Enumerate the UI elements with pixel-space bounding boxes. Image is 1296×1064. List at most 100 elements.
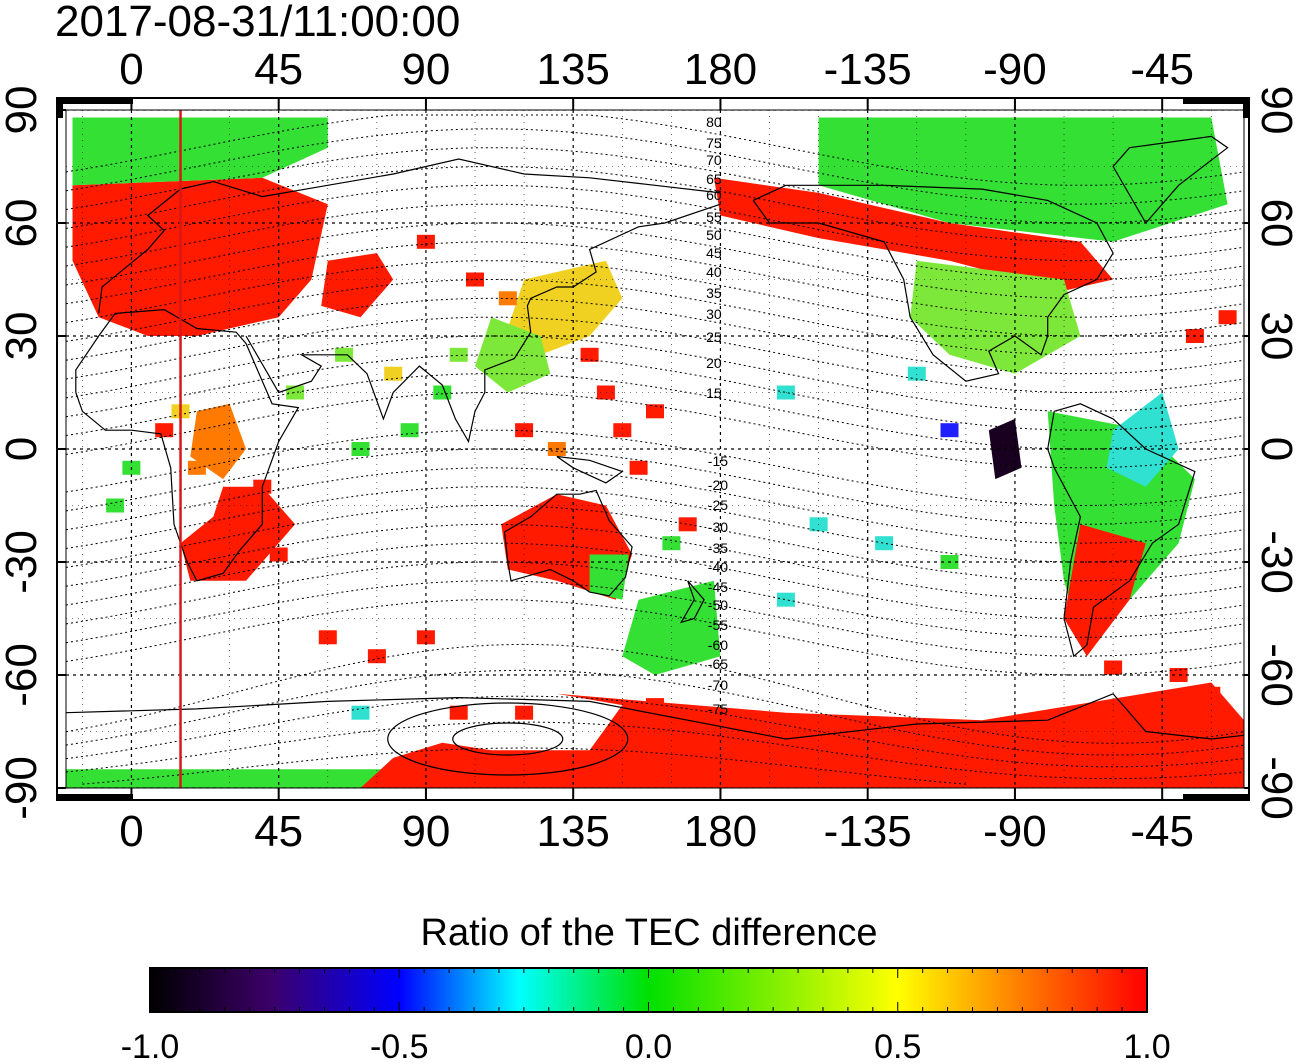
magnetic-contours [66,114,1244,785]
tec-south-pole-band [66,769,459,788]
contour-80 [66,114,1244,186]
tec-europe [72,177,328,336]
tec-cell-26 [646,698,664,713]
coast-africa [75,308,300,582]
tec-cell-40 [1218,310,1237,325]
bottom-longitude-labels: 0 45 90 135 180 -135 -90 -45 [119,807,1194,856]
left-lat-label-3: 0 [0,437,46,461]
top-lon-label-1: 45 [254,45,303,94]
bottom-lon-label-3: 135 [536,807,609,856]
tec-east-asia [507,260,623,355]
tec-cell-38 [1202,686,1221,701]
left-lat-label-6: -90 [0,756,46,820]
left-lat-label-4: -30 [0,530,46,594]
tec-cell-33 [106,498,125,513]
contour-label-north-12: 20 [706,355,722,371]
tec-data-layer [66,117,1244,788]
frame-bar-bottom-right [1183,794,1249,800]
contour-20 [66,335,1244,412]
tec-cell-24 [449,705,468,720]
contour-label-south-10: -65 [708,656,728,672]
tec-cell-20 [907,366,926,381]
contour-label-south-5: -40 [708,559,728,575]
colorbar-label-4: 1.0 [1123,1028,1170,1064]
tec-cell-10 [449,347,468,362]
contour-label-north-3: 65 [706,171,722,187]
contour-label-south-8: -55 [708,617,728,633]
contour-label-south-7: -50 [708,597,728,613]
coast-north-america [752,184,1114,382]
coast-greenland [1112,135,1229,224]
top-lon-label-6: -90 [983,45,1047,94]
tec-cell-4 [596,385,615,400]
tec-cell-13 [400,423,419,438]
bottom-lon-label-7: -45 [1130,807,1194,856]
left-lat-label-5: -60 [0,643,46,707]
coast-eurasia-north [98,158,721,314]
tec-cell-6 [629,460,648,475]
contour-label-north-5: 55 [706,209,722,225]
right-lat-label-5: -60 [1252,643,1296,707]
bottom-lon-label-5: -135 [824,807,912,856]
top-lon-label-7: -45 [1130,45,1194,94]
tec-cell-25 [515,705,534,720]
right-latitude-labels: 90 60 30 0 -30 -60 -90 [1252,86,1296,820]
right-lat-label-6: -90 [1252,756,1296,820]
bottom-lon-label-4: 180 [684,807,757,856]
contour-label-south-0: -15 [708,453,728,469]
colorbar-label-2: 0.0 [625,1028,672,1064]
coast-australia [503,489,633,597]
top-lon-label-0: 0 [119,45,143,94]
top-longitude-labels: 0 45 90 135 180 -135 -90 -45 [119,45,1194,94]
tec-cell-5 [613,423,632,438]
right-lat-label-4: -30 [1252,530,1296,594]
tec-cell-43 [940,423,959,438]
contour-label-south-3: -30 [708,519,728,535]
contour-label-north-4: 60 [706,187,722,203]
contour--55 [66,643,1244,744]
bottom-lon-label-6: -90 [983,807,1047,856]
left-lat-label-0: 90 [0,86,46,135]
left-lat-label-1: 60 [0,199,46,248]
contour-label-north-8: 40 [706,264,722,280]
contour-label-north-1: 75 [706,135,722,151]
contour-label-south-4: -35 [708,540,728,556]
bottom-lon-label-0: 0 [119,807,143,856]
frame-bar-right [1243,98,1249,118]
top-lon-label-4: 180 [684,45,757,94]
contour-label-south-11: -70 [708,677,728,693]
tec-cell-8 [515,423,534,438]
left-lat-label-2: 30 [0,312,46,361]
top-lon-label-2: 90 [401,45,450,94]
contour-label-south-12: -75 [708,701,728,717]
frame-bar-left [57,98,63,118]
frame-bar-top-right [1183,98,1249,104]
colorbar-label-1: -0.5 [370,1028,429,1064]
frame-bar-bottom-left [57,794,133,800]
contour-label-north-13: 15 [706,385,722,401]
tec-cell-16 [776,385,795,400]
tec-cell-14 [678,517,697,532]
contour-label-south-9: -60 [708,637,728,653]
contour-label-north-11: 25 [706,329,722,345]
contour-label-south-2: -25 [708,497,728,513]
tec-cell-3 [580,347,599,362]
tec-new-zealand [622,580,721,675]
contour-label-north-9: 35 [706,285,722,301]
contour-label-north-10: 30 [706,306,722,322]
right-lat-label-2: 30 [1252,312,1296,361]
tec-cell-39 [1169,668,1188,682]
right-lat-label-3: 0 [1252,437,1296,461]
coast-asia-south-east [245,203,721,444]
graticule [66,110,1244,788]
contour-label-north-7: 45 [706,245,722,261]
tec-cell-34 [187,460,206,475]
contour-label-north-6: 50 [706,227,722,243]
contour-label-south-1: -20 [708,477,728,493]
contour-label-north-2: 70 [706,152,722,168]
coastlines [66,135,1244,740]
tec-brazil [1106,392,1179,487]
contour--60 [66,669,1244,756]
contour-label-north-0: 80 [706,114,722,130]
